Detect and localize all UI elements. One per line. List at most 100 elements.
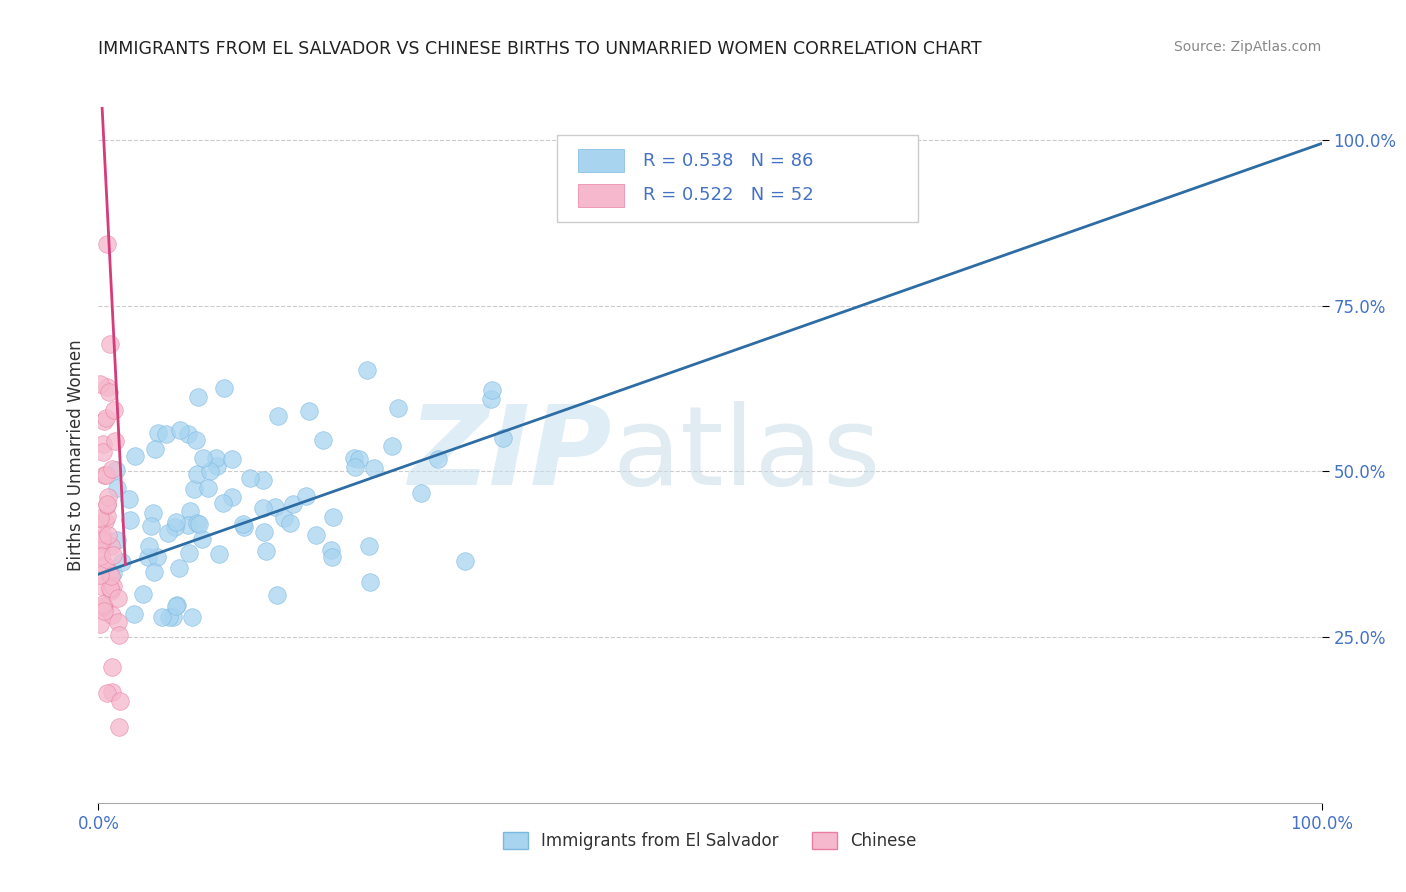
Point: [381, 439, 404, 453]
Point: [108, 694, 131, 708]
Point: [233, 519, 256, 533]
Point: [98, 566, 121, 580]
Point: [93, 599, 115, 614]
Point: [156, 526, 179, 541]
Point: [101, 566, 124, 580]
Point: [105, 533, 128, 547]
Point: [347, 451, 370, 466]
Point: [100, 583, 122, 598]
Point: [162, 610, 184, 624]
Point: [97, 527, 120, 541]
Point: [93, 597, 115, 611]
Point: [100, 685, 122, 699]
Point: [101, 607, 124, 622]
Point: [100, 569, 122, 583]
Point: [96, 237, 118, 252]
Point: [252, 501, 274, 516]
Point: [94, 411, 117, 425]
Point: [101, 462, 124, 476]
Point: [186, 433, 208, 447]
Point: [142, 506, 165, 520]
Point: [321, 550, 343, 565]
Point: [207, 459, 229, 474]
Point: [200, 464, 222, 478]
Point: [188, 516, 211, 531]
Legend: Immigrants from El Salvador, Chinese: Immigrants from El Salvador, Chinese: [496, 826, 924, 857]
Point: [205, 450, 228, 465]
Point: [193, 450, 215, 465]
Point: [139, 519, 162, 533]
Point: [136, 549, 159, 564]
Point: [208, 547, 231, 561]
Point: [163, 520, 186, 534]
Point: [91, 445, 114, 459]
Point: [105, 463, 128, 477]
Point: [103, 403, 125, 417]
Point: [107, 591, 129, 606]
Point: [264, 500, 287, 514]
Point: [491, 431, 513, 445]
Point: [96, 499, 118, 513]
Point: [89, 377, 111, 392]
Point: [93, 603, 115, 617]
Bar: [578, 185, 624, 207]
Point: [357, 539, 380, 553]
Point: [481, 383, 503, 397]
Point: [169, 423, 191, 437]
Point: [411, 486, 433, 500]
Point: [142, 565, 165, 579]
Point: [101, 660, 124, 674]
Point: [253, 525, 276, 540]
Point: [165, 515, 187, 529]
Point: [105, 481, 128, 495]
Point: [319, 542, 342, 557]
Point: [97, 384, 120, 399]
Point: [100, 539, 122, 553]
Point: [124, 449, 146, 463]
Point: [91, 599, 114, 613]
Point: [96, 380, 118, 394]
Point: [177, 426, 200, 441]
Point: [108, 720, 131, 734]
Point: [305, 528, 328, 542]
Point: [166, 598, 188, 612]
Point: [181, 610, 204, 624]
Point: [295, 489, 318, 503]
Text: ZIP: ZIP: [409, 401, 612, 508]
Point: [298, 404, 321, 418]
Point: [197, 481, 219, 495]
Point: [187, 390, 209, 404]
Point: [179, 504, 201, 518]
Point: [111, 555, 134, 569]
Point: [266, 409, 288, 423]
Point: [190, 532, 212, 546]
Point: [145, 550, 167, 565]
Point: [363, 461, 385, 475]
Point: [254, 544, 277, 558]
Point: [101, 579, 124, 593]
Point: [138, 539, 160, 553]
Point: [343, 450, 366, 465]
Point: [91, 536, 114, 550]
Point: [132, 586, 155, 600]
Point: [427, 452, 450, 467]
Point: [90, 549, 112, 564]
Point: [165, 599, 187, 614]
Point: [90, 579, 112, 593]
Point: [177, 546, 200, 560]
Point: [479, 392, 502, 406]
Point: [186, 516, 208, 531]
Point: [89, 568, 111, 582]
Point: [122, 607, 145, 622]
Point: [93, 437, 115, 451]
Point: [221, 490, 243, 504]
Point: [266, 588, 288, 602]
Point: [98, 337, 121, 351]
Point: [454, 554, 477, 568]
Point: [212, 495, 235, 509]
Point: [322, 510, 344, 524]
Point: [343, 459, 366, 474]
FancyBboxPatch shape: [557, 135, 918, 222]
Point: [93, 558, 115, 572]
Point: [104, 434, 127, 449]
